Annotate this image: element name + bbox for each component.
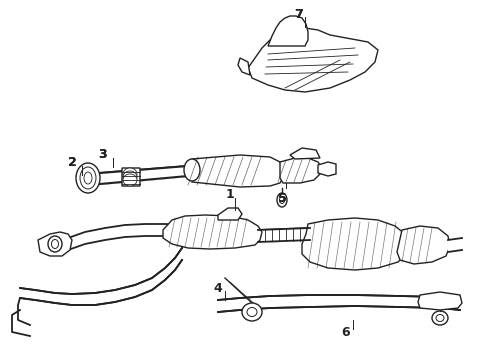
Text: 2: 2 xyxy=(68,157,76,170)
Text: 7: 7 xyxy=(294,8,302,21)
Ellipse shape xyxy=(123,171,137,183)
Text: 4: 4 xyxy=(214,282,222,294)
Polygon shape xyxy=(397,226,450,264)
Ellipse shape xyxy=(84,172,92,184)
Polygon shape xyxy=(290,148,320,159)
Polygon shape xyxy=(318,162,336,176)
Ellipse shape xyxy=(277,193,287,207)
Polygon shape xyxy=(163,215,262,249)
Ellipse shape xyxy=(51,239,58,248)
Ellipse shape xyxy=(184,159,200,181)
Polygon shape xyxy=(248,28,378,92)
Polygon shape xyxy=(302,218,408,270)
Polygon shape xyxy=(192,155,283,187)
Text: 1: 1 xyxy=(225,189,234,202)
Text: 3: 3 xyxy=(98,148,106,162)
Text: 6: 6 xyxy=(342,325,350,338)
Ellipse shape xyxy=(76,163,100,193)
Ellipse shape xyxy=(432,311,448,325)
Ellipse shape xyxy=(48,236,62,252)
Text: 7: 7 xyxy=(294,8,302,21)
Ellipse shape xyxy=(436,315,444,321)
Ellipse shape xyxy=(247,307,257,316)
Polygon shape xyxy=(280,158,322,183)
Text: 2: 2 xyxy=(68,157,76,170)
Ellipse shape xyxy=(123,174,137,186)
Ellipse shape xyxy=(279,197,285,203)
Ellipse shape xyxy=(242,303,262,321)
Polygon shape xyxy=(418,292,462,310)
Polygon shape xyxy=(38,232,72,256)
Ellipse shape xyxy=(80,167,96,189)
Text: 5: 5 xyxy=(278,192,286,204)
FancyBboxPatch shape xyxy=(122,168,140,186)
Polygon shape xyxy=(238,58,250,75)
Ellipse shape xyxy=(123,168,137,180)
Text: 3: 3 xyxy=(98,148,106,162)
Polygon shape xyxy=(268,16,308,46)
Text: 5: 5 xyxy=(278,192,286,204)
Polygon shape xyxy=(218,208,242,220)
